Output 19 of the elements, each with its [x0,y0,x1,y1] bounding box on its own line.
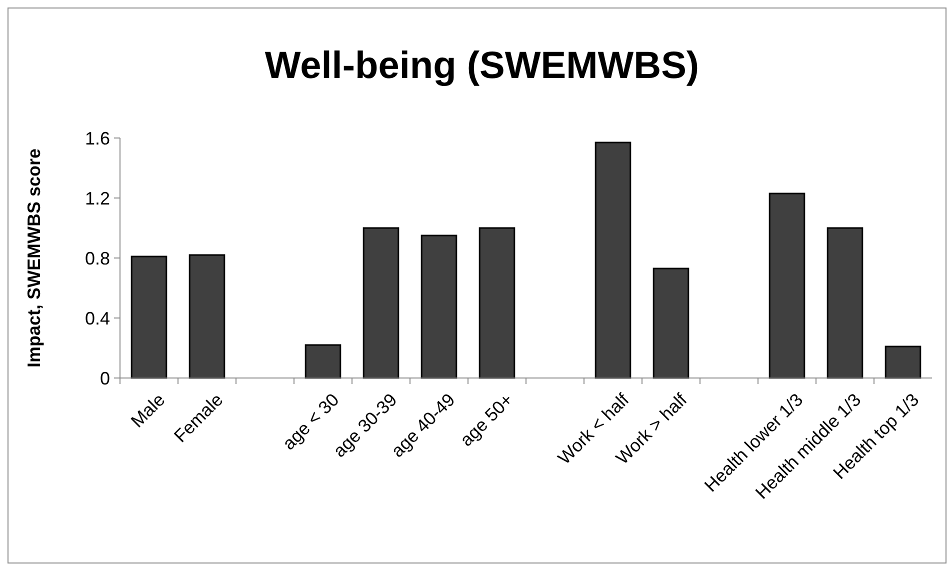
y-tick-label: 1.2 [84,188,110,208]
y-tick-label: 0.8 [84,248,110,268]
bar [478,227,516,379]
chart-title: Well-being (SWEMWBS) [264,45,700,87]
y-tick-label: 0 [100,368,110,388]
bar [652,268,690,379]
bar [420,234,458,379]
bar [362,227,400,379]
bar [768,192,806,379]
y-tick-label: 0.4 [84,308,110,328]
bar [188,254,226,379]
bar [304,344,342,379]
y-axis-title: Impact, SWEMWBS score [24,148,44,368]
x-tick-label: age 50+ [456,390,517,450]
bar [130,256,168,379]
bar [594,142,632,379]
y-tick-label: 1.6 [84,128,110,148]
bar [884,346,922,379]
bar [826,227,864,379]
